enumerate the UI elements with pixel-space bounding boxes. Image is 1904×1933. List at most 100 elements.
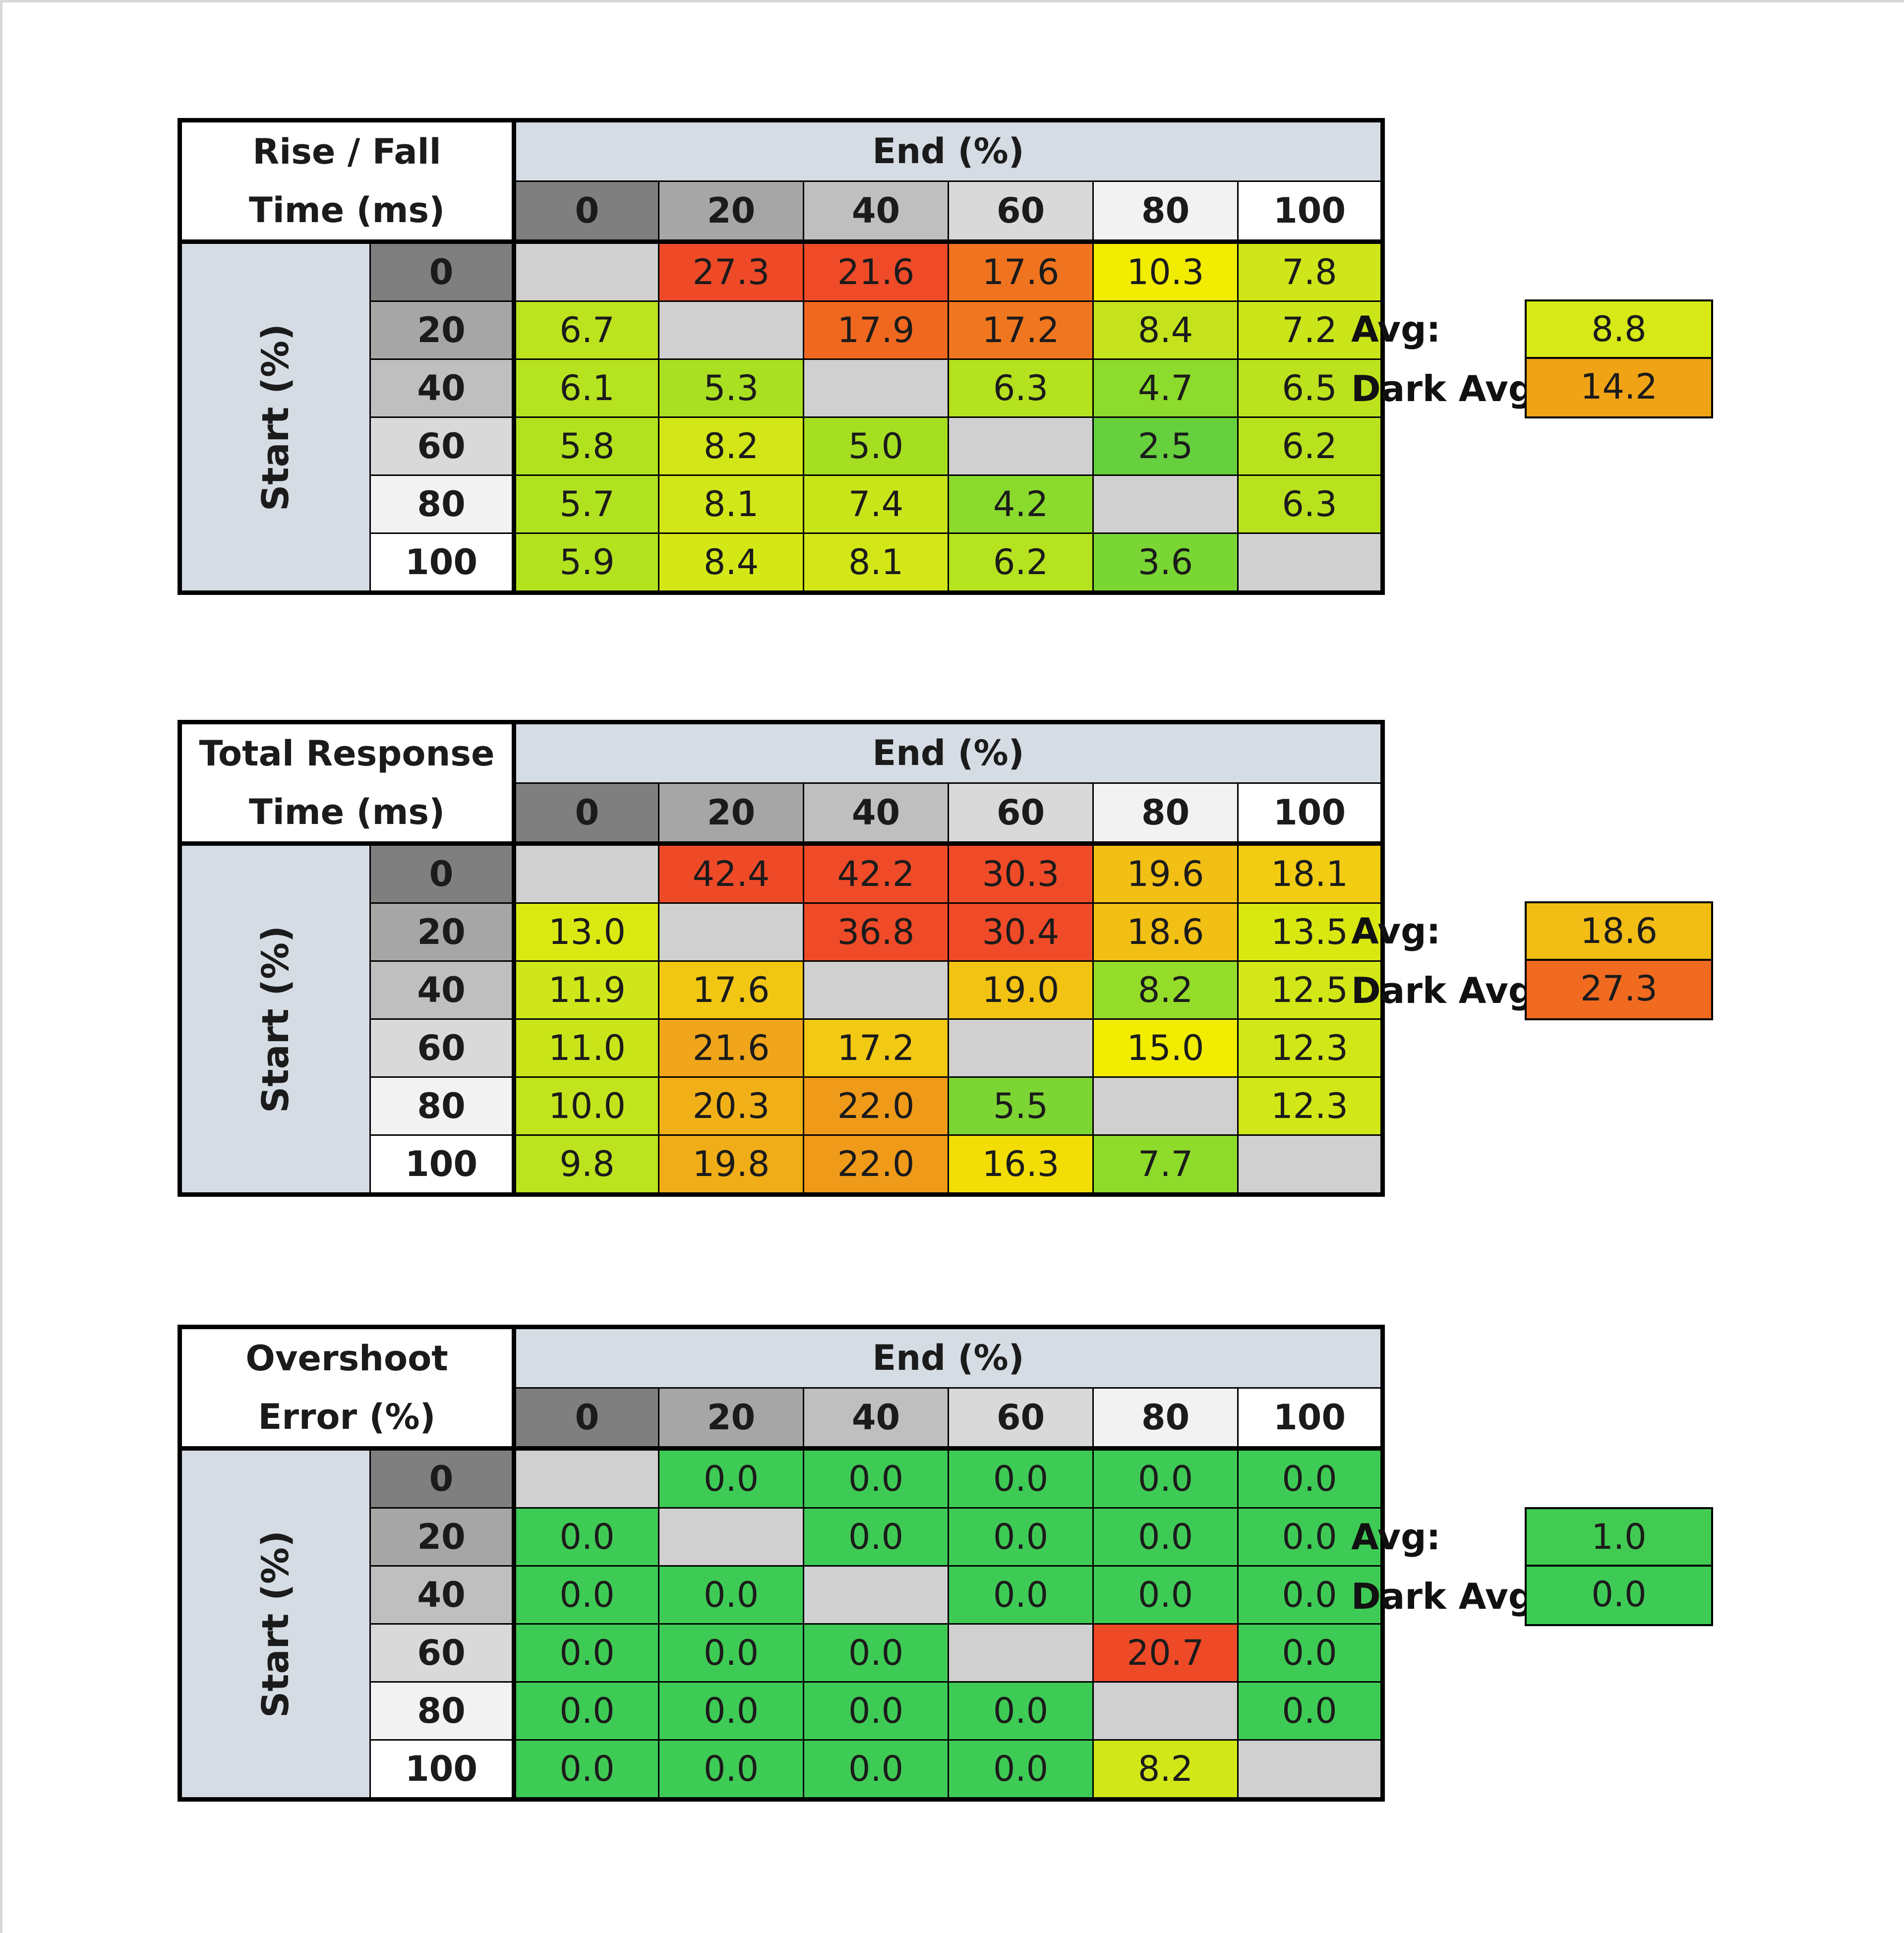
table-row: 20 13.0 36.8 30.4 18.6 13.5 [180, 902, 1384, 962]
heatmap-cell: 6.7 [513, 300, 660, 360]
heatmap-cell: 8.1 [803, 532, 950, 593]
row-header: 20 [369, 300, 517, 360]
heatmap-cell: 17.2 [803, 1018, 950, 1078]
table-title: Total Response Time (ms) [178, 721, 517, 846]
heatmap-cell: 6.2 [948, 532, 1094, 593]
column-header: 20 [658, 1387, 805, 1451]
row-header: 40 [369, 358, 517, 418]
heatmap-cell: 17.9 [803, 300, 950, 360]
table-title: Rise / Fall Time (ms) [178, 119, 517, 244]
x-axis-label: End (%) [513, 721, 1384, 784]
row-header: 80 [369, 1681, 517, 1741]
row-header: 80 [369, 474, 517, 534]
heatmap-cell: 0.0 [658, 1448, 805, 1509]
heatmap-cell [948, 1623, 1094, 1683]
y-axis-label-cell: Start (%) [178, 843, 371, 1195]
heatmap-grid: Overshoot Error (%) End (%) 0 20 40 60 80 100 Sta… [178, 1325, 1385, 1802]
heatmap-cell: 0.0 [948, 1448, 1094, 1509]
row-header: 20 [369, 1507, 517, 1567]
heatmap-cell: 21.6 [803, 241, 950, 302]
y-axis-label-cell: Start (%) [178, 1448, 371, 1800]
heatmap-cell: 20.3 [658, 1076, 805, 1136]
column-header: 100 [1237, 782, 1384, 846]
heatmap-cell [948, 416, 1094, 476]
heatmap-cell: 0.0 [1237, 1681, 1384, 1741]
heatmap-cell: 22.0 [803, 1076, 950, 1136]
heatmap-cell: 5.5 [948, 1076, 1094, 1136]
heatmap-cell [1237, 532, 1384, 593]
heatmap-cell: 0.0 [658, 1681, 805, 1741]
heatmap-cell: 18.6 [1092, 902, 1239, 962]
heatmap-cell [803, 960, 950, 1020]
heatmap-cell: 13.0 [513, 902, 660, 962]
x-axis-label: End (%) [513, 1326, 1384, 1389]
table-row: 80 10.0 20.3 22.0 5.5 12.3 [180, 1076, 1384, 1136]
heatmap-cell: 6.3 [1237, 474, 1384, 534]
heatmap-cell: 30.4 [948, 902, 1094, 962]
heatmap-cell [948, 1018, 1094, 1078]
heatmap-cell: 5.9 [513, 532, 660, 593]
heatmap-cell: 27.3 [658, 241, 805, 302]
heatmap-cell [1237, 1134, 1384, 1195]
table-row: 100 0.0 0.0 0.0 0.0 8.2 [180, 1739, 1384, 1800]
heatmap-grid: Rise / Fall Time (ms) End (%) 0 20 40 60 80 100 S… [178, 118, 1385, 595]
summary-row: Dark Avg: 27.3 [1351, 961, 1713, 1020]
heatmap-cell: 0.0 [1092, 1565, 1239, 1625]
summary-label: Dark Avg: [1351, 970, 1548, 1011]
summary-panel: Avg: 1.0 Dark Avg: 0.0 [1351, 1507, 1713, 1626]
column-header: 80 [1092, 180, 1239, 244]
table-row: 100 5.9 8.4 8.1 6.2 3.6 [180, 532, 1384, 593]
table-row: 80 5.7 8.1 7.4 4.2 6.3 [180, 474, 1384, 534]
heatmap-cell [803, 1565, 950, 1625]
heatmap-cell: 8.2 [1092, 960, 1239, 1020]
row-header: 20 [369, 902, 517, 962]
heatmap-cell [658, 902, 805, 962]
heatmap-cell: 2.5 [1092, 416, 1239, 476]
summary-panel: Avg: 18.6 Dark Avg: 27.3 [1351, 901, 1713, 1020]
column-header: 0 [513, 782, 660, 846]
summary-value: 14.2 [1525, 359, 1713, 418]
heatmap-cell [513, 1448, 660, 1509]
table-title-line: Error (%) [258, 1397, 436, 1437]
heatmap-cell: 5.7 [513, 474, 660, 534]
heatmap-cell: 0.0 [513, 1681, 660, 1741]
heatmap-cell: 17.6 [948, 241, 1094, 302]
heatmap-cell: 0.0 [658, 1565, 805, 1625]
heatmap-cell: 0.0 [803, 1739, 950, 1800]
column-header: 100 [1237, 1387, 1384, 1451]
table-row: 20 6.7 17.9 17.2 8.4 7.2 [180, 300, 1384, 360]
table-row: Start (%) 0 42.4 42.2 30.3 19.6 18.1 [178, 843, 1384, 1195]
heatmap-cell: 12.3 [1237, 1018, 1384, 1078]
table-row: 40 11.9 17.6 19.0 8.2 12.5 [180, 960, 1384, 1020]
heatmap-cell: 0.0 [803, 1623, 950, 1683]
heatmap-cell: 12.5 [1237, 960, 1384, 1020]
heatmap-cell: 17.2 [948, 300, 1094, 360]
row-header: 40 [369, 960, 517, 1020]
heatmap-cell: 7.8 [1237, 241, 1384, 302]
table-row: 80 0.0 0.0 0.0 0.0 0.0 [180, 1681, 1384, 1741]
heatmap-cell: 10.3 [1092, 241, 1239, 302]
column-header: 40 [803, 1387, 950, 1451]
summary-value: 1.0 [1525, 1507, 1713, 1567]
heatmap-cell: 22.0 [803, 1134, 950, 1195]
column-header: 60 [948, 1387, 1094, 1451]
summary-value: 8.8 [1525, 299, 1713, 359]
summary-value: 27.3 [1525, 961, 1713, 1020]
row-header: 0 [369, 241, 517, 302]
heatmap-cell: 16.3 [948, 1134, 1094, 1195]
summary-label: Avg: [1351, 1516, 1441, 1558]
summary-label: Avg: [1351, 308, 1441, 350]
column-header: 0 [513, 180, 660, 244]
row-header: 0 [369, 1448, 517, 1509]
heatmap-cell: 6.5 [1237, 358, 1384, 418]
heatmap-cell: 0.0 [948, 1507, 1094, 1567]
heatmap-cell: 7.4 [803, 474, 950, 534]
heatmap-cell: 0.0 [1237, 1565, 1384, 1625]
summary-row: Avg: 18.6 [1351, 901, 1713, 961]
summary-panel: Avg: 8.8 Dark Avg: 14.2 [1351, 299, 1713, 418]
heatmap-cell [658, 1507, 805, 1567]
heatmap-cell: 0.0 [948, 1739, 1094, 1800]
heatmap-cell [803, 358, 950, 418]
heatmap-cell [513, 241, 660, 302]
